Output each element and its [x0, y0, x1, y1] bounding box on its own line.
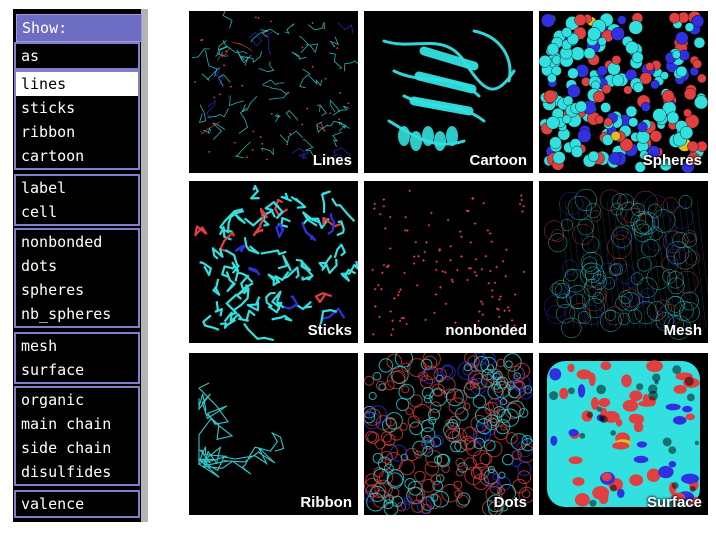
panel-lines: Lines: [189, 11, 358, 173]
panel-caption-lines: Lines: [312, 152, 352, 169]
menu-item-main-chain[interactable]: main chain: [21, 415, 112, 433]
panel-sticks: Sticks: [189, 181, 358, 343]
panel-nonbonded: nonbonded: [364, 181, 533, 343]
menu-item-label[interactable]: label: [21, 179, 67, 197]
nonbonded-render: [371, 189, 526, 337]
panel-mesh: Mesh: [539, 181, 708, 343]
menu-item-dots[interactable]: dots: [21, 257, 58, 275]
menu-item-lines[interactable]: lines: [16, 72, 138, 96]
panel-caption-sticks: Sticks: [307, 322, 352, 339]
panel-caption-surface: Surface: [646, 494, 702, 511]
menu-item-as[interactable]: as: [21, 47, 40, 65]
menu-group-as: as: [14, 42, 140, 70]
menu-group-organic: organic main chain side chain disulfides: [14, 386, 140, 486]
menu-item-surface[interactable]: surface: [21, 361, 85, 379]
menu-item-spheres[interactable]: spheres: [21, 281, 85, 299]
panel-caption-cartoon: Cartoon: [469, 152, 528, 169]
menu-item-disulfides[interactable]: disulfides: [21, 463, 112, 481]
panel-cartoon: Cartoon: [364, 11, 533, 173]
panel-surface: Surface: [539, 353, 708, 515]
cartoon-render: [382, 29, 516, 151]
ribbon-render: [197, 382, 285, 478]
spheres-render: [539, 11, 708, 173]
sticks-render: [194, 184, 358, 342]
mesh-render: [543, 188, 708, 340]
menu-group-valence: valence: [14, 490, 140, 518]
menu-item-sticks[interactable]: sticks: [21, 99, 76, 117]
surface-render: [547, 360, 701, 510]
menu-item-valence[interactable]: valence: [21, 495, 85, 513]
panel-dots: Dots: [364, 353, 533, 515]
menu-item-mesh[interactable]: mesh: [21, 337, 58, 355]
panel-caption-nonbonded: nonbonded: [445, 322, 527, 339]
menu-group-label: label cell: [14, 174, 140, 226]
dots-render: [364, 353, 533, 515]
menu-group-nonbonded: nonbonded dots spheres nb_spheres: [14, 228, 140, 328]
menu-item-side-chain[interactable]: side chain: [21, 439, 112, 457]
panel-caption-ribbon: Ribbon: [300, 494, 352, 511]
panel-caption-dots: Dots: [493, 494, 527, 511]
menu-item-organic[interactable]: organic: [21, 391, 85, 409]
menu-group-mesh: mesh surface: [14, 332, 140, 384]
panel-caption-spheres: Spheres: [642, 152, 702, 169]
panel-ribbon: Ribbon: [189, 353, 358, 515]
show-menu-title: Show:: [16, 14, 142, 42]
menu-item-cell[interactable]: cell: [21, 203, 58, 221]
show-menu: Show: as lines sticks ribbon cartoon lab…: [13, 9, 148, 522]
menu-item-nb-spheres[interactable]: nb_spheres: [21, 305, 112, 323]
menu-item-cartoon[interactable]: cartoon: [21, 147, 85, 165]
panel-spheres: Spheres: [539, 11, 708, 173]
menu-group-lines: lines sticks ribbon cartoon: [14, 70, 140, 170]
menu-item-ribbon[interactable]: ribbon: [21, 123, 76, 141]
menu-item-nonbonded[interactable]: nonbonded: [21, 233, 103, 251]
lines-render: [191, 11, 358, 167]
panel-caption-mesh: Mesh: [663, 322, 702, 339]
